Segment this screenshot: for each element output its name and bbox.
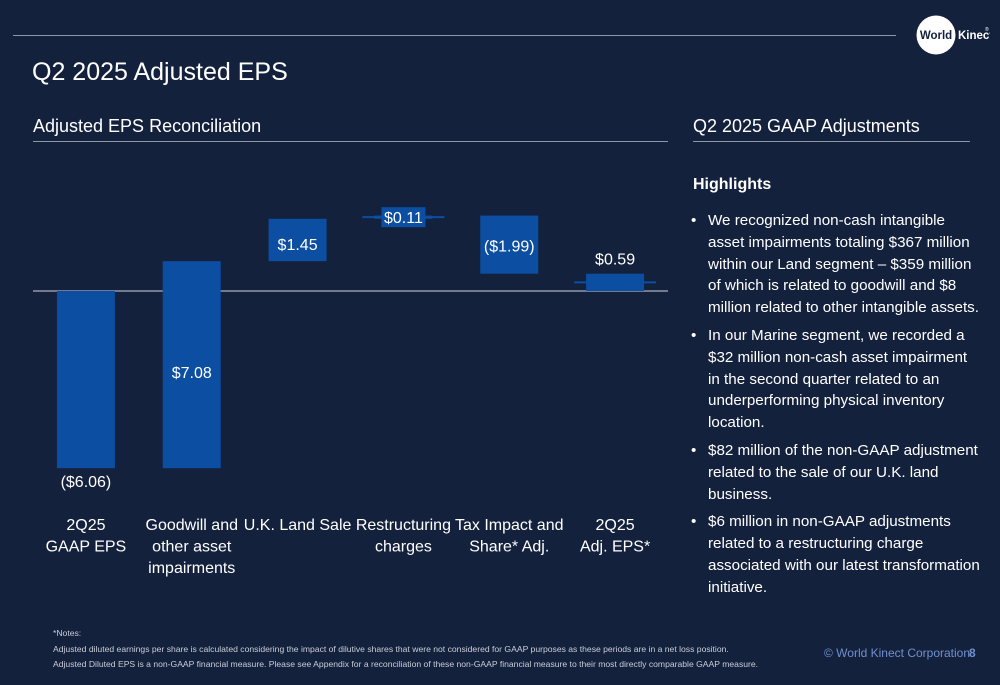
category-label: 2Q25 <box>596 517 635 534</box>
adjusted-eps-waterfall-chart: ($6.06) 2Q25 GAAP EPS $7.08 Goodwill and othe… <box>33 207 668 577</box>
highlights-list: We recognized non-cash intangible asset … <box>691 210 981 605</box>
data-label-backdrop <box>381 207 426 228</box>
category-label: other asset <box>152 539 232 556</box>
category-label: Adj. EPS* <box>580 539 650 556</box>
chart-section-title: Adjusted EPS Reconciliation <box>33 116 262 136</box>
adjustments-section-title: Q2 2025 GAAP Adjustments <box>693 116 920 136</box>
notes-line-2: Adjusted Diluted EPS is a non-GAAP finan… <box>53 659 759 669</box>
highlight-item: $82 million of the non-GAAP adjustment r… <box>691 440 981 505</box>
logo-text-kinect: Kinect <box>958 30 990 42</box>
logo-registered-mark: ® <box>985 26 989 33</box>
logo-text-world: World <box>920 30 952 42</box>
page-number: 8 <box>969 646 976 660</box>
category-label: charges <box>375 539 432 556</box>
page-title: Q2 2025 Adjusted EPS <box>32 58 288 86</box>
highlight-item: We recognized non-cash intangible asset … <box>691 210 981 319</box>
waterfall-bar <box>268 218 327 262</box>
data-label: $1.45 <box>278 237 318 254</box>
category-label: Goodwill and <box>146 517 239 534</box>
waterfall-bar <box>480 215 539 274</box>
top-divider <box>13 35 896 36</box>
highlights-title: Highlights <box>693 176 772 193</box>
category-label: 2Q25 <box>66 517 105 534</box>
data-label: $0.11 <box>384 210 423 227</box>
category-label: Tax Impact and <box>455 517 564 534</box>
data-label: ($6.06) <box>61 474 112 491</box>
notes-heading: *Notes: <box>53 628 82 638</box>
footer-corporation: © World Kinect Corporation <box>824 646 971 660</box>
footnotes: *Notes: Adjusted diluted earnings per sh… <box>53 626 758 673</box>
world-kinect-logo: World Kinect ® <box>916 15 990 55</box>
data-label: $7.08 <box>172 365 212 382</box>
category-label: U.K. Land Sale <box>244 517 352 534</box>
category-label: GAAP EPS <box>46 539 127 556</box>
category-label: Restructuring <box>356 517 451 534</box>
category-label: impairments <box>148 560 235 577</box>
adjustments-section-divider <box>693 141 970 142</box>
highlight-item: In our Marine segment, we recorded a $32… <box>691 325 981 434</box>
chart-section-divider <box>33 141 668 142</box>
waterfall-bar <box>162 261 221 469</box>
data-label: ($1.99) <box>484 239 535 256</box>
data-label: $0.59 <box>595 252 635 269</box>
waterfall-bar <box>56 291 115 469</box>
highlight-item: $6 million in non-GAAP adjustments relat… <box>691 511 981 598</box>
category-label: Share* Adj. <box>469 539 549 556</box>
notes-line-1: Adjusted diluted earnings per share is c… <box>53 643 729 654</box>
